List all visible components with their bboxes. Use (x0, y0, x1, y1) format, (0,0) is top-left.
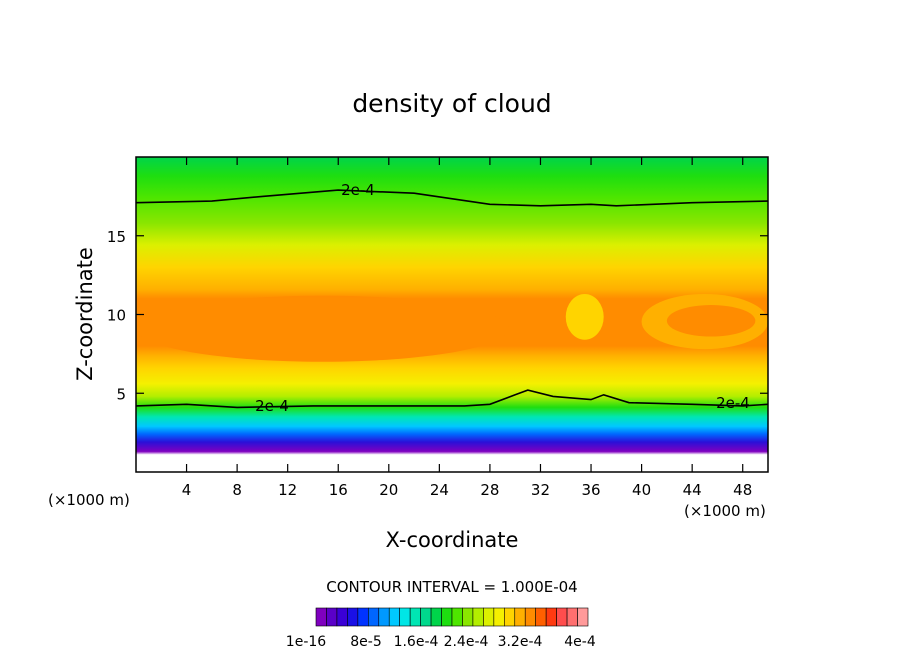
colorbar-swatch-9 (409, 607, 421, 627)
colorbar-label-4: 3.2e-4 (498, 634, 543, 650)
colorbar-swatch-21 (535, 607, 547, 627)
colorbar-swatch-18 (504, 607, 516, 627)
colorbar-label-5: 4e-4 (564, 634, 596, 650)
x-tick-label-0: 4 (182, 481, 192, 499)
colorbar-swatch-0 (315, 607, 327, 627)
colorbar-label-1: 8e-5 (350, 634, 381, 650)
colorbar-swatch-7 (388, 607, 400, 627)
y-tick-label-2: 15 (107, 228, 126, 246)
colorbar-label-2: 1.6e-4 (394, 634, 439, 650)
x-tick-label-9: 40 (632, 481, 651, 499)
x-tick-label-11: 48 (733, 481, 752, 499)
y-axis-ticks: 5 10 15 (107, 228, 768, 403)
colorbar-swatch-24 (566, 607, 578, 627)
colorbar-swatch-8 (399, 607, 411, 627)
colorbar (315, 607, 589, 627)
colorbar-swatch-19 (514, 607, 526, 627)
colorbar-swatch-16 (483, 607, 495, 627)
contour-2e-4-lower (136, 389, 768, 409)
y-tick-label-0: 5 (116, 385, 126, 403)
colorbar-labels: 1e-16 8e-5 1.6e-4 2.4e-4 3.2e-4 4e-4 (286, 634, 596, 650)
plot-area (136, 157, 768, 472)
x-tick-label-8: 36 (581, 481, 600, 499)
colorbar-swatch-22 (545, 607, 557, 627)
colorbar-swatch-11 (430, 607, 442, 627)
x-tick-label-2: 12 (278, 481, 297, 499)
colorbar-swatch-12 (441, 607, 453, 627)
x-axis-label: X-coordinate (386, 528, 519, 552)
x-unit-left: (×1000 m) (48, 491, 130, 509)
colorbar-swatch-5 (368, 607, 380, 627)
cloud-patch-3 (666, 305, 756, 337)
colorbar-swatch-15 (472, 607, 484, 627)
contour-2e-4-upper (136, 189, 768, 207)
contour-label-upper: 2e-4 (341, 181, 375, 199)
cloud-patch-1 (565, 294, 604, 340)
colorbar-swatch-14 (462, 607, 474, 627)
colorbar-swatch-1 (326, 607, 338, 627)
colorbar-swatch-17 (493, 607, 505, 627)
x-axis-ticks: 4 8 12 16 20 24 28 32 36 40 44 48 (182, 157, 752, 499)
contour-label-lower-left: 2e-4 (255, 397, 289, 415)
chart-title: density of cloud (352, 89, 551, 118)
cloud-patch-0 (136, 295, 509, 362)
y-axis-label: Z-coordinate (73, 247, 97, 381)
colorbar-swatch-25 (577, 607, 589, 627)
y-tick-label-1: 10 (107, 307, 126, 325)
contour-lines (136, 189, 768, 409)
contour-interval: CONTOUR INTERVAL = 1.000E-04 (326, 578, 577, 596)
cloud-patches (136, 294, 768, 362)
colorbar-swatch-4 (357, 607, 369, 627)
x-unit-right: (×1000 m) (684, 502, 766, 520)
x-tick-label-4: 20 (379, 481, 398, 499)
colorbar-swatch-10 (420, 607, 432, 627)
x-tick-label-1: 8 (232, 481, 242, 499)
contour-label-lower-right: 2e-4 (716, 394, 750, 412)
x-tick-label-10: 44 (683, 481, 702, 499)
colorbar-swatch-13 (451, 607, 463, 627)
x-tick-label-7: 32 (531, 481, 550, 499)
x-tick-label-5: 24 (430, 481, 449, 499)
colorbar-swatch-20 (524, 607, 536, 627)
x-tick-label-6: 28 (480, 481, 499, 499)
colorbar-label-3: 2.4e-4 (444, 634, 489, 650)
colorbar-swatch-6 (378, 607, 390, 627)
colorbar-label-0: 1e-16 (286, 634, 326, 650)
colorbar-swatch-23 (556, 607, 568, 627)
colorbar-swatch-3 (347, 607, 359, 627)
x-tick-label-3: 16 (329, 481, 348, 499)
colorbar-swatch-2 (336, 607, 348, 627)
